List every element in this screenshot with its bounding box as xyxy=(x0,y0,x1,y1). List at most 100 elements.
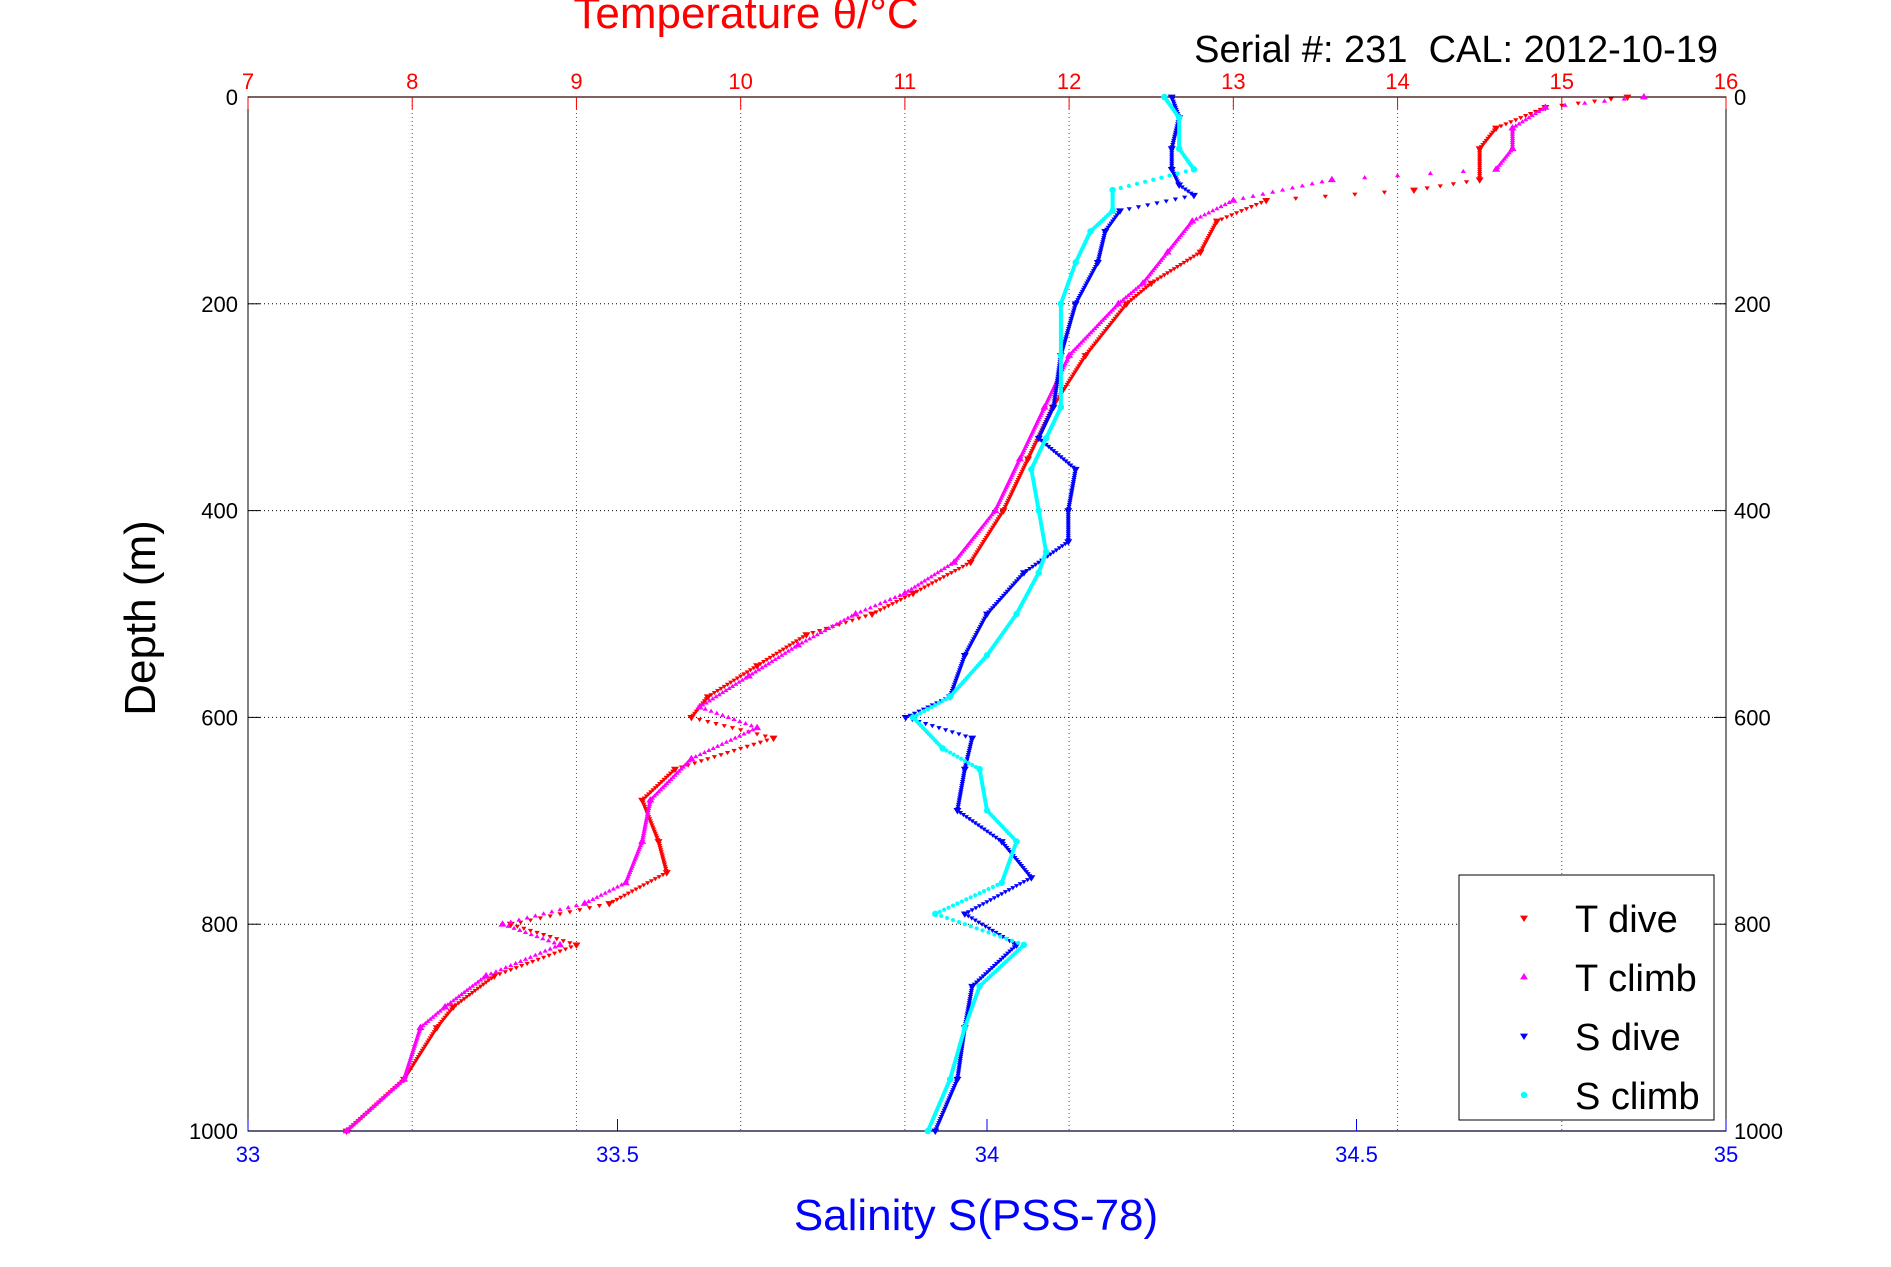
series-point-t-dive xyxy=(625,891,632,896)
series-point-t-dive xyxy=(894,600,900,605)
series-point-t-dive xyxy=(1243,207,1250,212)
chart-subtitle: Serial #: 231 CAL: 2012-10-19 xyxy=(1194,29,1718,71)
series-point-t-dive xyxy=(1184,258,1190,263)
series-point-t-dive xyxy=(1248,205,1254,210)
series-point-t-climb xyxy=(1040,403,1049,410)
series-point-s-climb xyxy=(1167,173,1172,178)
series-point-t-climb xyxy=(1562,102,1568,107)
series-point-t-dive xyxy=(881,606,887,611)
series-point-t-climb xyxy=(552,944,558,949)
series-point-s-dive xyxy=(989,928,996,934)
series-point-t-dive xyxy=(483,980,489,985)
series-point-s-dive xyxy=(949,730,955,735)
series-point-t-climb xyxy=(905,588,911,593)
series-point-t-dive xyxy=(810,631,816,636)
series-point-t-dive xyxy=(724,750,731,756)
series-point-t-climb xyxy=(900,589,909,596)
series-point-s-dive xyxy=(1182,195,1188,200)
series-point-t-dive xyxy=(770,653,777,658)
series-point-t-climb xyxy=(725,714,731,719)
series-point-t-climb xyxy=(640,832,646,837)
series-point-s-climb xyxy=(1159,175,1164,180)
series-point-t-climb xyxy=(931,572,938,577)
series-point-t-climb xyxy=(779,652,785,657)
series-point-t-climb xyxy=(782,650,788,655)
series-point-t-dive xyxy=(660,873,666,878)
series-point-t-dive xyxy=(862,614,869,619)
series-point-t-dive xyxy=(754,732,760,737)
series-point-t-dive xyxy=(734,676,740,681)
series-point-t-dive xyxy=(652,877,658,882)
series-point-t-dive xyxy=(705,719,711,725)
series-point-t-climb xyxy=(1105,311,1112,316)
series-point-t-dive xyxy=(567,941,573,946)
series-point-t-climb xyxy=(1098,319,1104,324)
series-point-t-climb xyxy=(422,1020,428,1026)
legend-box xyxy=(1458,874,1715,1121)
series-point-t-climb xyxy=(518,958,524,963)
series-point-s-climb xyxy=(939,913,944,919)
series-point-t-dive xyxy=(605,901,614,908)
series-point-t-climb xyxy=(837,619,843,624)
series-point-t-climb xyxy=(729,683,736,688)
series-point-t-climb xyxy=(1532,110,1539,116)
series-point-s-dive xyxy=(1025,878,1031,883)
series-point-t-dive xyxy=(1424,186,1430,191)
series-point-t-dive xyxy=(541,955,547,960)
series-point-t-dive xyxy=(868,611,877,618)
series-point-t-climb xyxy=(602,890,608,895)
series-point-t-climb xyxy=(928,574,934,579)
series-point-t-climb xyxy=(716,692,722,697)
series-point-t-dive xyxy=(464,995,470,1000)
series-point-t-climb xyxy=(1193,216,1199,221)
series-point-t-climb xyxy=(610,886,616,891)
series-point-t-dive xyxy=(1450,182,1456,187)
series-point-s-dive xyxy=(1053,548,1060,553)
series-point-t-climb xyxy=(1214,206,1220,211)
series-point-s-dive xyxy=(956,732,962,737)
series-point-t-climb xyxy=(619,882,625,887)
series-point-s-dive xyxy=(1027,875,1036,882)
series-point-t-dive xyxy=(966,559,975,567)
series-point-t-dive xyxy=(731,678,737,683)
series-point-t-dive xyxy=(751,666,757,671)
series-point-t-climb xyxy=(373,1101,380,1106)
series-point-t-dive xyxy=(1293,196,1299,201)
series-point-s-dive xyxy=(1179,185,1185,190)
series-point-t-dive xyxy=(461,997,467,1002)
series-point-t-climb xyxy=(695,703,704,710)
depth-tick-label-left: 200 xyxy=(201,292,238,317)
series-point-t-climb xyxy=(516,917,522,922)
series-point-s-dive xyxy=(987,831,993,836)
series-point-t-dive xyxy=(948,571,955,576)
series-point-t-dive xyxy=(1161,273,1167,278)
series-point-t-climb xyxy=(503,965,509,970)
series-point-t-climb xyxy=(1362,175,1368,180)
series-point-s-dive xyxy=(991,896,997,901)
series-point-t-dive xyxy=(1178,262,1184,268)
series-point-s-dive xyxy=(969,908,975,913)
series-point-t-dive xyxy=(537,916,543,921)
series-point-s-climb xyxy=(968,895,973,900)
series-point-s-dive xyxy=(999,892,1005,897)
series-point-t-dive xyxy=(914,589,920,594)
series-point-t-climb xyxy=(416,1023,425,1030)
series-point-t-climb xyxy=(1280,187,1286,192)
series-point-s-dive xyxy=(960,911,969,918)
series-point-t-climb xyxy=(440,1006,446,1011)
series-point-s-climb xyxy=(964,897,969,902)
series-point-t-dive xyxy=(546,953,552,958)
series-point-s-climb xyxy=(939,745,946,752)
series-point-t-climb xyxy=(376,1099,382,1104)
series-point-t-climb xyxy=(658,787,664,792)
series-point-t-climb xyxy=(1319,179,1325,184)
series-point-t-dive xyxy=(784,645,790,650)
series-point-t-climb xyxy=(744,672,753,679)
series-point-t-dive xyxy=(557,912,563,917)
series-point-t-dive xyxy=(856,616,862,621)
series-point-s-dive xyxy=(982,924,989,929)
series-point-t-dive xyxy=(823,626,829,632)
series-point-s-dive xyxy=(1182,187,1188,192)
series-point-s-dive xyxy=(962,734,969,739)
series-point-t-climb xyxy=(731,716,737,722)
